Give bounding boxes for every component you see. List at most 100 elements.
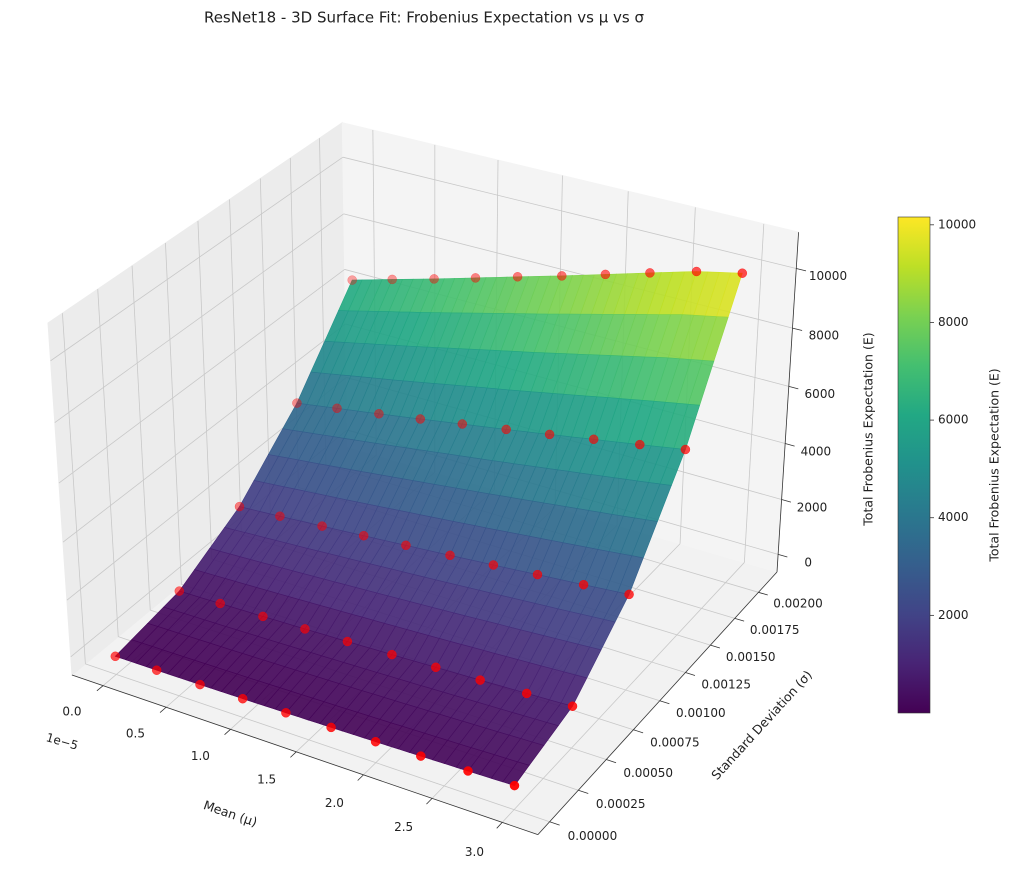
y-tick	[578, 789, 589, 794]
z-axis-line	[776, 232, 799, 572]
data-point	[737, 268, 748, 278]
y-axis-line	[537, 571, 778, 835]
colorbar	[897, 216, 931, 714]
x-tick	[496, 822, 503, 829]
x-tick	[159, 706, 167, 713]
z-tick-label: 2000	[797, 501, 828, 515]
grid-line	[62, 313, 86, 664]
data-point	[680, 444, 691, 455]
y-tick-label: 0.00050	[623, 766, 673, 780]
grid-line	[58, 269, 345, 484]
z-tick-label: 6000	[805, 387, 836, 401]
data-point	[258, 611, 268, 622]
data-point	[445, 550, 455, 561]
data-point	[501, 424, 511, 435]
data-point	[475, 675, 485, 685]
data-point	[470, 273, 481, 283]
y-tick-label: 0.00075	[650, 736, 700, 750]
x-tick	[224, 729, 231, 736]
data-point	[174, 586, 185, 596]
grid-line	[743, 223, 765, 563]
x-tick-label: 2.0	[325, 796, 344, 810]
grid-line	[54, 213, 344, 423]
data-point	[237, 693, 248, 704]
y-tick	[758, 591, 768, 596]
data-point	[488, 560, 499, 570]
data-point	[521, 688, 532, 699]
data-point	[342, 636, 353, 647]
data-point	[431, 662, 441, 673]
y-tick	[734, 617, 745, 622]
x-tick-label: 0.0	[62, 704, 81, 718]
z-tick	[792, 327, 803, 331]
data-point	[463, 766, 473, 776]
colorbar-label: Total Frobenius Expectation (E)	[987, 368, 1002, 562]
y-tick	[710, 644, 720, 649]
data-point	[332, 403, 342, 414]
grid-line	[165, 243, 182, 585]
grid-line	[342, 156, 797, 269]
x-axis-label: Mean (μ)	[202, 797, 260, 829]
x-tick	[290, 751, 297, 758]
x-tick-label: 1.0	[191, 749, 210, 763]
grid-line	[229, 199, 242, 535]
colorbar-tick-label: 8000	[938, 315, 969, 329]
data-point	[110, 651, 121, 662]
data-point	[374, 409, 384, 419]
z-tick	[785, 443, 795, 447]
data-point	[600, 269, 611, 280]
grid-line	[197, 220, 213, 560]
data-point	[387, 274, 397, 285]
data-point	[532, 569, 543, 580]
x-tick-label: 2.5	[394, 820, 413, 834]
y-tick	[549, 821, 560, 826]
grid-line	[97, 289, 119, 637]
x-tick	[426, 798, 433, 805]
z-tick	[781, 499, 792, 503]
data-point	[300, 624, 310, 634]
data-point	[416, 751, 426, 761]
data-point	[509, 780, 520, 791]
y-tick-label: 0.00000	[568, 829, 618, 843]
x-tick-label: 3.0	[465, 845, 484, 859]
data-point	[215, 598, 225, 609]
y-tick-label: 0.00150	[726, 650, 776, 664]
data-point	[512, 272, 523, 282]
y-tick	[633, 729, 644, 734]
grid-line	[50, 156, 344, 362]
data-point	[234, 501, 245, 512]
x-axis-line	[71, 674, 539, 835]
data-point	[691, 266, 702, 277]
data-point	[292, 398, 302, 408]
z-tick-label: 8000	[809, 329, 840, 343]
x-tick	[357, 774, 364, 781]
z-axis-label: Total Frobenius Expectation (E)	[860, 332, 875, 526]
x-offset-label: 1e−5	[44, 730, 79, 752]
y-tick-label: 0.00025	[596, 797, 646, 811]
y-tick	[659, 700, 670, 705]
data-point	[370, 736, 381, 747]
colorbar-tick-label: 4000	[938, 510, 969, 524]
data-point	[567, 701, 578, 711]
data-point	[544, 429, 555, 440]
data-point	[645, 268, 655, 278]
data-point	[387, 649, 397, 660]
data-point	[326, 722, 336, 733]
y-tick-label: 0.00100	[676, 706, 726, 720]
grid-line	[85, 663, 550, 823]
data-point	[429, 274, 439, 284]
grid-line	[501, 562, 745, 823]
data-point	[151, 665, 162, 675]
data-point	[588, 434, 599, 445]
y-tick-label: 0.00200	[773, 596, 823, 610]
data-point	[281, 708, 291, 718]
data-point	[317, 521, 327, 531]
y-tick	[606, 759, 617, 764]
data-point	[635, 439, 645, 450]
y-tick-label: 0.00175	[750, 623, 800, 637]
chart-title: ResNet18 - 3D Surface Fit: Frobenius Exp…	[204, 9, 645, 27]
colorbar-tick-label: 2000	[938, 608, 969, 622]
z-tick	[796, 268, 807, 272]
z-tick	[788, 386, 799, 390]
